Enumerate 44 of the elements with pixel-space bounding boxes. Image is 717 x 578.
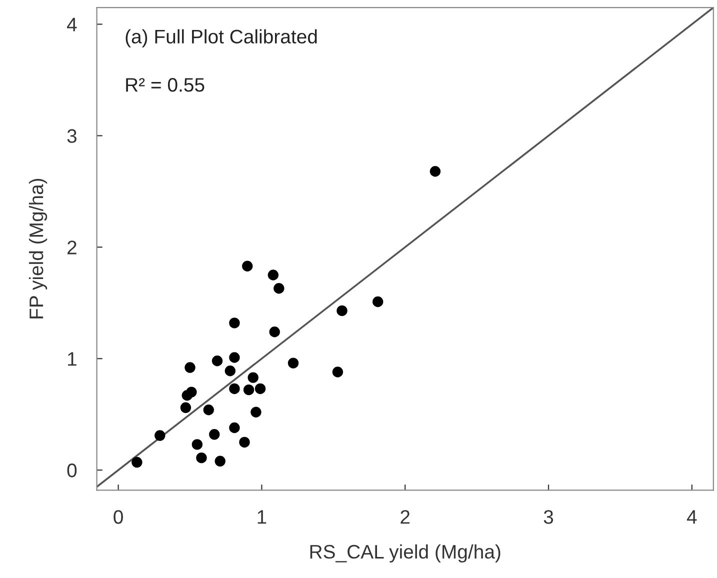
point <box>214 456 226 467</box>
x-tick-label: 0 <box>114 510 123 524</box>
x-tick-label: 1 <box>258 510 266 524</box>
point <box>332 366 344 378</box>
annotation: (a) Full Plot Calibrated <box>126 29 317 48</box>
y-tick-label: 2 <box>68 240 76 254</box>
point <box>132 456 142 468</box>
point <box>336 305 348 316</box>
point <box>242 260 253 272</box>
point <box>248 372 258 383</box>
point <box>229 422 240 434</box>
y-tick-label: 0 <box>67 464 77 478</box>
point <box>288 358 299 368</box>
x-tick-label: 2 <box>400 510 410 524</box>
point <box>192 439 203 450</box>
point <box>224 366 236 376</box>
point <box>372 296 384 308</box>
point <box>229 318 240 328</box>
point <box>184 362 196 373</box>
point <box>229 383 240 394</box>
y-tick-label: 3 <box>67 129 76 143</box>
point <box>196 452 207 464</box>
point <box>274 283 284 294</box>
point <box>430 166 441 177</box>
annotation: R² = 0.55 <box>126 78 204 92</box>
x-tick-label: 4 <box>686 510 697 524</box>
x-tick-label: 3 <box>544 510 554 524</box>
point <box>212 355 223 366</box>
point <box>243 384 254 396</box>
y-tick-label: 1 <box>68 352 76 366</box>
point <box>268 270 279 280</box>
point <box>229 352 240 363</box>
point <box>154 430 166 441</box>
point <box>250 406 262 418</box>
point <box>254 383 266 394</box>
point <box>209 429 220 440</box>
y-tick-label: 4 <box>66 18 77 32</box>
y-axis-title: FP yield (Mg/ha) <box>28 178 48 318</box>
point <box>269 326 280 338</box>
x-axis-title: RS_CAL yield (Mg/ha) <box>310 544 500 563</box>
point <box>239 436 250 448</box>
point <box>186 386 197 398</box>
point <box>203 404 214 416</box>
point <box>180 402 192 414</box>
